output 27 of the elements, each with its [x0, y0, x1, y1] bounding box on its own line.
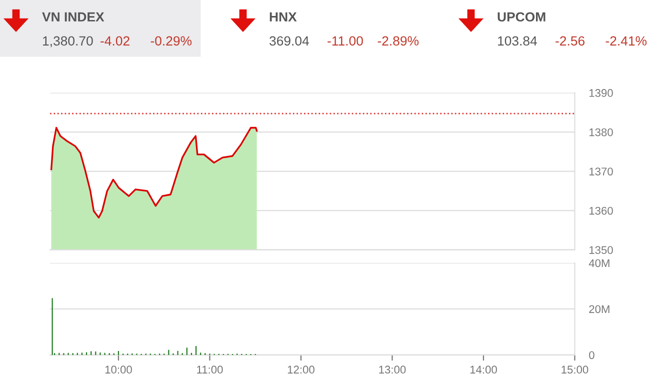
text: UPCOM [498, 12, 546, 22]
text: HNX [270, 12, 297, 22]
text: VN INDEX [42, 12, 104, 22]
text: -2.56 [556, 36, 584, 46]
y-tick-label: 40M [588, 259, 610, 268]
text: -11.00 [328, 36, 363, 46]
x-tick-label: 14:00 [470, 366, 497, 374]
x-tick-label: 13:00 [379, 366, 406, 374]
text: -2.89% [378, 36, 419, 46]
text: -0.29% [150, 36, 192, 46]
text: -2.41% [606, 36, 647, 46]
y-tick-label: 1350 [589, 246, 613, 254]
text: 103.84 [498, 36, 537, 46]
x-tick-label: 11:00 [197, 366, 223, 374]
text: 369.04 [270, 36, 309, 46]
y-tick-label: 1390 [589, 89, 613, 97]
y-tick-label: 1370 [589, 168, 613, 176]
y-tick-label: 1360 [589, 206, 613, 215]
text: 1,380.70 [43, 36, 93, 48]
x-tick-label: 10:00 [105, 366, 132, 374]
y-tick-label: 20M [589, 305, 610, 314]
text: -4.02 [100, 36, 130, 46]
x-tick-label: 12:00 [288, 366, 314, 374]
y-tick-label: 0 [589, 351, 594, 360]
line-series [50, 126, 258, 218]
x-tick-label: 15:00 [562, 366, 588, 374]
y-tick-label: 1380 [589, 128, 613, 136]
